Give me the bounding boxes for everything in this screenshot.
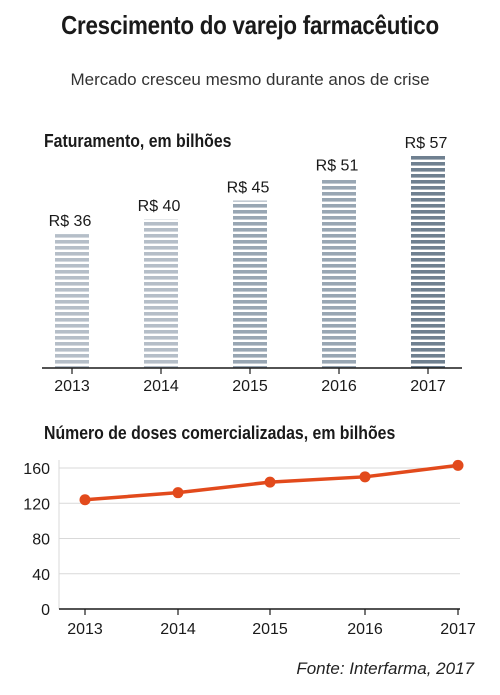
line-x-tick-label: 2017 <box>440 621 476 638</box>
page-subtitle: Mercado cresceu mesmo durante anos de cr… <box>70 70 430 89</box>
line-y-tick-label: 120 <box>23 496 50 513</box>
bar-x-tick-label: 2016 <box>321 378 357 395</box>
line-y-tick-label: 80 <box>32 532 50 549</box>
bar-value-label: R$ 45 <box>227 180 270 197</box>
bar-2017 <box>411 156 445 368</box>
bar-2015 <box>233 200 267 368</box>
line-point-2015 <box>264 476 276 488</box>
line-point-2016 <box>359 471 371 483</box>
line-point-2013 <box>79 494 91 506</box>
bar-2016 <box>322 178 356 368</box>
line-x-tick-label: 2013 <box>67 621 103 638</box>
bar-x-tick-label: 2013 <box>54 378 90 395</box>
line-y-tick-label: 0 <box>41 602 50 619</box>
line-y-tick-label: 40 <box>32 567 50 584</box>
line-y-tick-label: 160 <box>23 461 50 478</box>
bar-2013 <box>55 234 89 368</box>
line-point-2014 <box>172 487 184 499</box>
page-title: Crescimento do varejo farmacêutico <box>61 10 439 40</box>
bar-value-label: R$ 51 <box>316 157 359 174</box>
bar-2014 <box>144 219 178 368</box>
line-chart: 0 40 80 120 160 2013 2014 2015 2016 2017 <box>23 459 476 638</box>
line-point-2017 <box>452 459 464 471</box>
line-x-tick-label: 2014 <box>160 621 196 638</box>
bar-chart: R$ 36 2013 R$ 40 2014 R$ 45 2015 R$ 51 2016 R$ 5… <box>42 135 462 395</box>
bar-value-label: R$ 40 <box>138 198 181 215</box>
source-note: Fonte: Interfarma, 2017 <box>296 659 474 678</box>
bar-value-label: R$ 36 <box>49 213 92 230</box>
bar-x-tick-label: 2015 <box>232 378 268 395</box>
bar-x-tick-label: 2017 <box>410 378 446 395</box>
line-chart-title: Número de doses comercializadas, em bilh… <box>44 423 396 443</box>
bar-chart-title: Faturamento, em bilhões <box>44 131 232 151</box>
bar-x-tick-label: 2014 <box>143 378 179 395</box>
line-x-tick-label: 2015 <box>252 621 288 638</box>
line-x-tick-label: 2016 <box>347 621 383 638</box>
bar-value-label: R$ 57 <box>405 135 448 152</box>
